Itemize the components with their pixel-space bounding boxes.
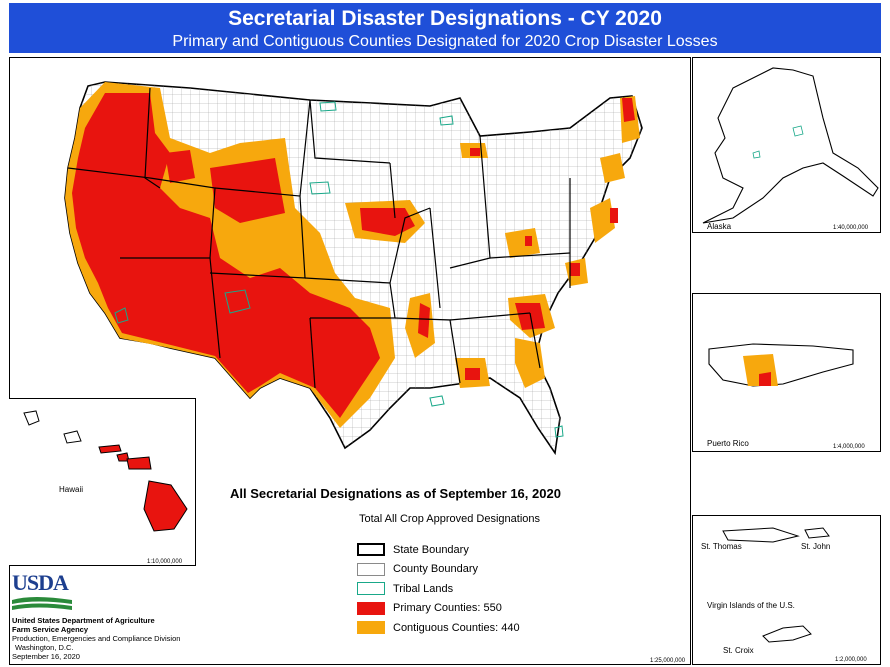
map-title: Secretarial Disaster Designations - CY 2… bbox=[228, 7, 662, 30]
legend-primary: Primary Counties: 550 bbox=[357, 599, 520, 619]
virgin-islands-scale: 1:2,000,000 bbox=[835, 657, 867, 663]
alaska-map bbox=[702, 67, 879, 224]
puerto-rico-scale: 1:4,000,000 bbox=[833, 444, 865, 450]
state-boundaries bbox=[67, 87, 571, 389]
main-scale: 1:25,000,000 bbox=[650, 658, 686, 664]
hawaii-map bbox=[23, 410, 188, 532]
agency-line-1: United States Department of Agriculture bbox=[12, 616, 155, 625]
usda-logo-text: USDA bbox=[12, 570, 69, 595]
alaska-panel: Alaska 1:40,000,000 bbox=[692, 57, 881, 233]
legend-tribal: Tribal Lands bbox=[357, 579, 520, 599]
legend-primary-label: Primary Counties: 550 bbox=[393, 602, 502, 615]
contiguous-swatch bbox=[357, 621, 385, 635]
legend-contiguous-label: Contiguous Counties: 440 bbox=[393, 621, 520, 634]
tribal-lands bbox=[114, 101, 564, 438]
usda-logo: USDA bbox=[12, 572, 72, 616]
puerto-rico-panel: Puerto Rico 1:4,000,000 bbox=[692, 293, 881, 452]
map-header: Secretarial Disaster Designations - CY 2… bbox=[9, 3, 881, 53]
agency-line-3: Production, Emergencies and Compliance D… bbox=[12, 634, 181, 643]
hawaii-panel: Hawaii 1:10,000,000 bbox=[9, 398, 196, 566]
legend-state: State Boundary bbox=[357, 540, 520, 560]
alaska-scale: 1:40,000,000 bbox=[833, 225, 869, 231]
puerto-rico-label: Puerto Rico bbox=[707, 439, 749, 448]
virgin-islands-panel: St. Thomas St. John Virgin Islands of th… bbox=[692, 515, 881, 665]
legend-state-label: State Boundary bbox=[393, 543, 469, 556]
legend-county-label: County Boundary bbox=[393, 563, 478, 576]
st-thomas-label: St. Thomas bbox=[701, 542, 742, 551]
map-legend: State Boundary County Boundary Tribal La… bbox=[357, 540, 520, 638]
st-john-label: St. John bbox=[801, 542, 831, 551]
primary-swatch bbox=[357, 601, 385, 615]
virgin-islands-label: Virgin Islands of the U.S. bbox=[707, 601, 795, 610]
hawaii-label: Hawaii bbox=[59, 485, 84, 494]
agency-line-2: Farm Service Agency bbox=[12, 625, 89, 634]
legend-contiguous: Contiguous Counties: 440 bbox=[357, 618, 520, 638]
tribal-swatch bbox=[357, 582, 385, 596]
legend-tribal-label: Tribal Lands bbox=[393, 582, 454, 595]
map-subtitle: Primary and Contiguous Counties Designat… bbox=[172, 33, 718, 50]
agency-line-4: Washington, D.C. bbox=[15, 643, 74, 652]
designations-subtitle: Total All Crop Approved Designations bbox=[359, 513, 540, 525]
conus-map bbox=[64, 81, 643, 456]
hawaii-scale: 1:10,000,000 bbox=[147, 559, 183, 565]
county-swatch bbox=[357, 562, 385, 576]
usda-hills-icon bbox=[12, 597, 72, 610]
legend-county: County Boundary bbox=[357, 560, 520, 580]
agency-lines: United States Department of Agriculture … bbox=[12, 616, 232, 661]
state-swatch bbox=[357, 543, 385, 557]
agency-line-5: September 16, 2020 bbox=[12, 652, 80, 661]
designations-title: All Secretarial Designations as of Septe… bbox=[230, 486, 561, 501]
alaska-label: Alaska bbox=[707, 222, 732, 231]
st-croix-label: St. Croix bbox=[723, 646, 754, 655]
agency-block: USDA United States Department of Agricul… bbox=[12, 572, 232, 661]
puerto-rico-map bbox=[708, 343, 854, 387]
virgin-islands-map bbox=[722, 527, 830, 643]
